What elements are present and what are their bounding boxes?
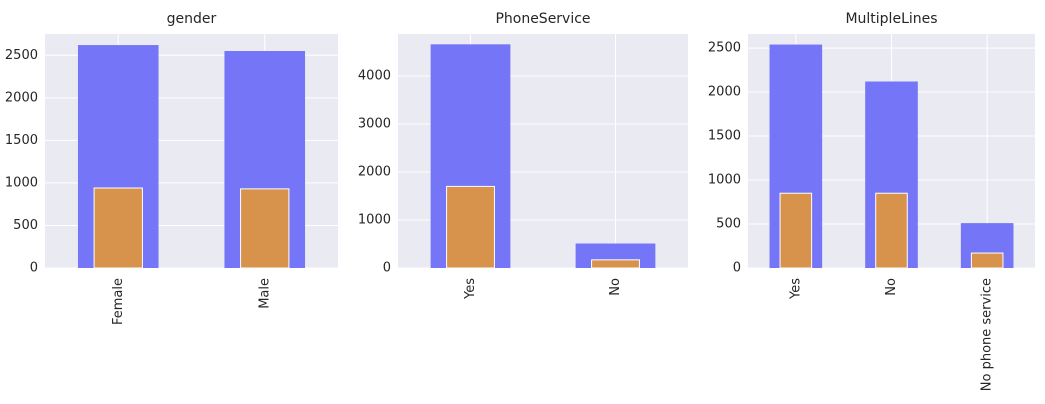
subplot: MultipleLines 0 500 1000 1500 2000 2500 Yes No No… — [708, 11, 1035, 391]
y-tick-label: 2500 — [708, 41, 741, 56]
x-tick-label: Yes — [788, 278, 803, 300]
x-tick-label: No — [884, 278, 899, 296]
y-tick-label: 500 — [13, 218, 38, 233]
bar — [446, 185, 495, 269]
x-tick-label: Yes — [463, 278, 478, 300]
y-tick-label: 3000 — [358, 117, 391, 132]
bar — [875, 192, 908, 269]
y-tick-label: 4000 — [358, 69, 391, 84]
subplot: PhoneService 0 1000 2000 3000 4000 Yes No — [358, 11, 688, 300]
y-tick-label: 0 — [30, 261, 38, 276]
chart-title: PhoneService — [495, 11, 590, 27]
bar — [779, 192, 813, 269]
bar — [240, 188, 290, 269]
chart-title: gender — [167, 11, 217, 27]
y-tick-label: 1000 — [358, 213, 391, 228]
bar — [93, 187, 143, 269]
y-tick-label: 1500 — [708, 129, 741, 144]
x-tick-label: No — [608, 278, 623, 296]
y-tick-label: 2000 — [358, 165, 391, 180]
chart-title: MultipleLines — [845, 11, 937, 27]
bar — [591, 259, 640, 269]
y-tick-label: 2500 — [5, 48, 38, 63]
y-tick-label: 500 — [716, 217, 741, 232]
y-tick-label: 0 — [733, 261, 741, 276]
bar — [970, 252, 1004, 269]
y-tick-label: 0 — [383, 261, 391, 276]
y-tick-label: 2000 — [708, 85, 741, 100]
subplot: gender 0 500 1000 1500 2000 2500 Female Male — [5, 11, 338, 325]
x-tick-label: No phone service — [980, 278, 995, 391]
y-tick-label: 1000 — [708, 173, 741, 188]
y-tick-label: 1500 — [5, 133, 38, 148]
x-tick-label: Male — [257, 278, 272, 309]
x-tick-label: Female — [111, 278, 126, 325]
y-tick-label: 2000 — [5, 90, 38, 105]
y-tick-label: 1000 — [5, 175, 38, 190]
